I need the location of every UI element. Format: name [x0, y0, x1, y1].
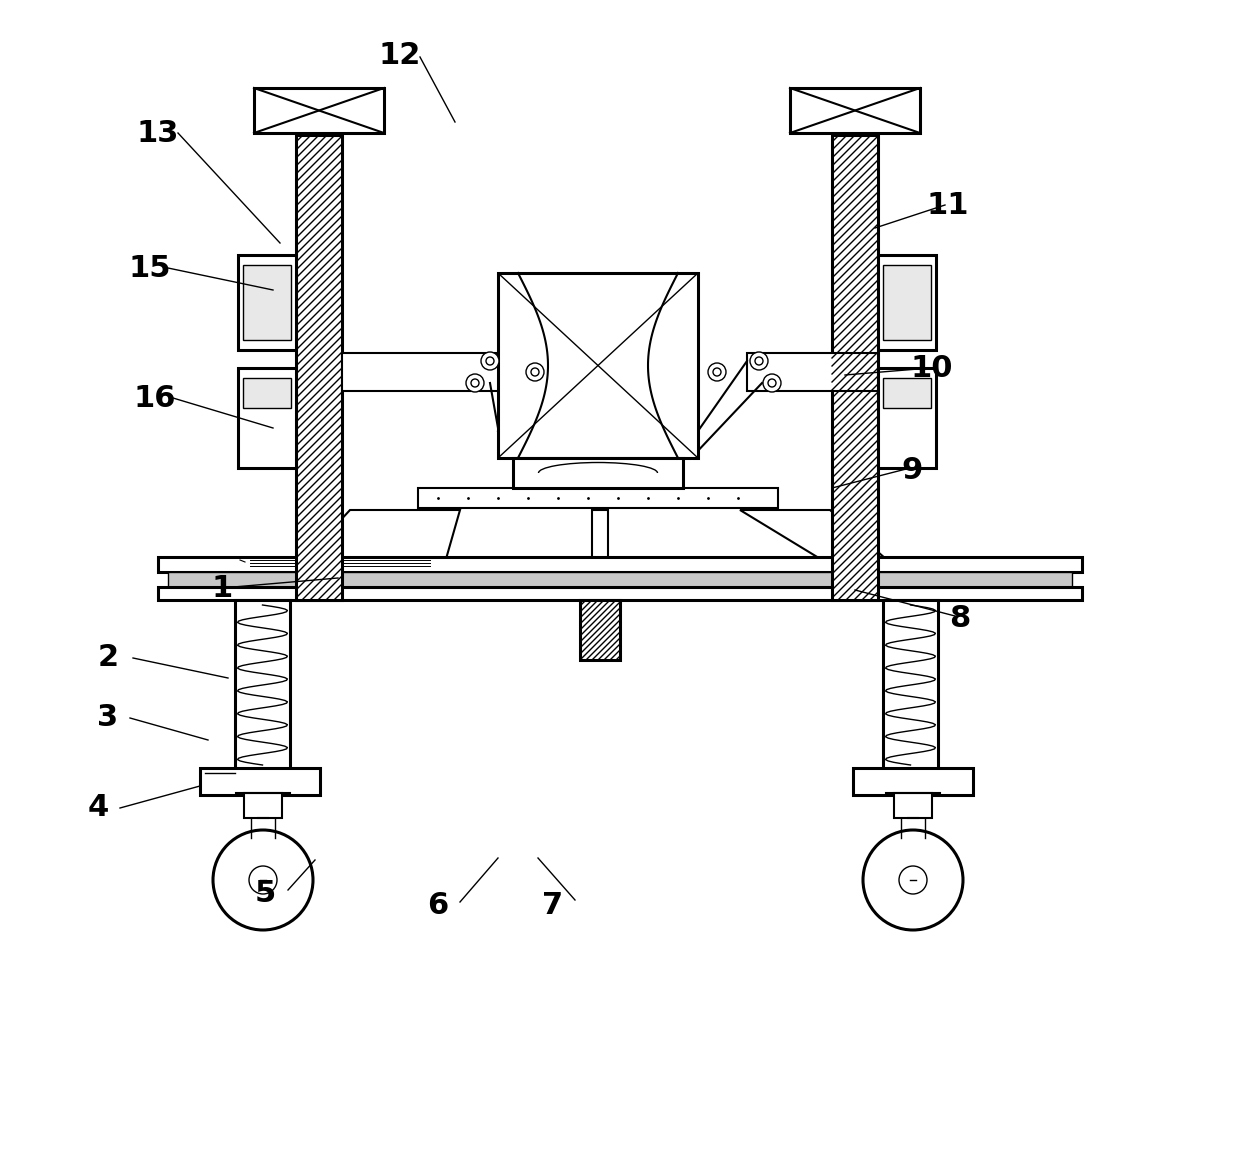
Circle shape [768, 379, 776, 387]
Text: 16: 16 [134, 383, 176, 412]
Bar [244, 793, 281, 818]
Circle shape [755, 357, 763, 365]
Circle shape [466, 374, 484, 392]
Text: 11: 11 [926, 191, 970, 220]
Bar [878, 256, 936, 350]
Bar [790, 87, 920, 134]
Circle shape [526, 363, 544, 381]
Text: 15: 15 [129, 253, 171, 282]
Bar [296, 135, 342, 600]
Polygon shape [285, 510, 460, 580]
Text: 12: 12 [378, 40, 422, 69]
Bar [342, 353, 505, 391]
Text: 1: 1 [211, 573, 233, 602]
Polygon shape [740, 510, 910, 580]
Bar [238, 368, 296, 468]
Text: 4: 4 [87, 793, 109, 823]
Bar [883, 265, 931, 340]
Circle shape [713, 368, 720, 376]
Bar [157, 557, 1083, 572]
Bar [498, 273, 698, 458]
Bar [591, 510, 608, 565]
Bar [200, 768, 320, 795]
Bar [580, 600, 620, 660]
Circle shape [863, 830, 963, 930]
Bar [853, 768, 973, 795]
Text: 9: 9 [901, 456, 923, 485]
Circle shape [531, 368, 539, 376]
Bar [746, 353, 878, 391]
Bar [238, 256, 296, 350]
Bar [878, 368, 936, 468]
Bar [513, 458, 683, 488]
Text: 10: 10 [910, 353, 954, 382]
Bar [236, 600, 290, 770]
Circle shape [899, 866, 928, 894]
Circle shape [708, 363, 725, 381]
Text: 13: 13 [136, 119, 180, 147]
Bar [883, 600, 937, 770]
Bar [254, 87, 384, 134]
Text: 5: 5 [254, 878, 275, 907]
Bar [418, 488, 777, 508]
Text: 6: 6 [428, 891, 449, 920]
Circle shape [750, 352, 768, 369]
Circle shape [481, 352, 498, 369]
Bar [832, 135, 878, 600]
Bar [167, 572, 1073, 587]
Bar [243, 265, 291, 340]
Circle shape [763, 374, 781, 392]
Bar [894, 793, 932, 818]
Text: 7: 7 [542, 891, 563, 920]
Text: 3: 3 [98, 703, 119, 732]
Bar [157, 587, 1083, 600]
Bar [883, 378, 931, 407]
Bar [243, 378, 291, 407]
Text: 8: 8 [950, 603, 971, 633]
Circle shape [213, 830, 312, 930]
Circle shape [249, 866, 277, 894]
Text: 2: 2 [98, 643, 119, 672]
Circle shape [486, 357, 494, 365]
Circle shape [471, 379, 479, 387]
